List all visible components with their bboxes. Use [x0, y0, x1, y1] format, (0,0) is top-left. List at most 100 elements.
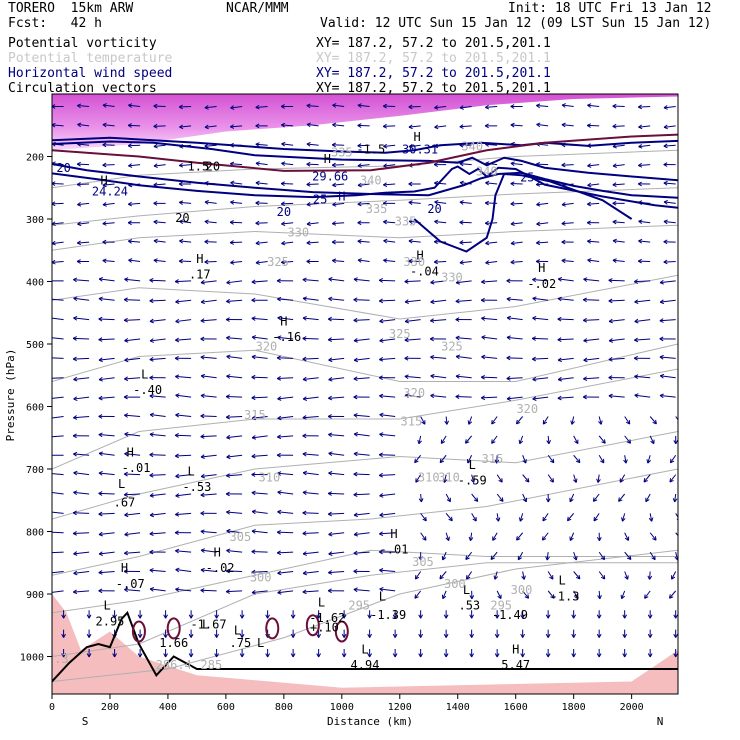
circulation-vector-head	[124, 451, 129, 457]
circulation-vector-head	[72, 336, 77, 341]
circulation-vector-head	[229, 240, 234, 245]
circulation-vector	[583, 357, 600, 361]
circulation-vector	[200, 394, 217, 398]
circulation-vector	[150, 588, 166, 592]
circulation-vector-head	[277, 590, 282, 595]
circulation-vector-head	[659, 299, 665, 305]
circulation-vector-head	[200, 473, 205, 479]
circulation-vector-head	[549, 575, 554, 580]
circulation-vector	[52, 162, 64, 166]
circulation-vector-head	[98, 570, 103, 575]
circulation-vector-head	[72, 356, 77, 362]
circulation-vector	[404, 338, 421, 341]
circulation-vector-head	[379, 531, 384, 537]
circulation-vector-head	[281, 221, 286, 227]
circulation-vector-head	[48, 590, 52, 594]
circulation-vector	[179, 106, 192, 108]
circulation-vector-head	[302, 433, 307, 439]
x-end-right: N	[657, 715, 664, 728]
circulation-vector-head	[128, 182, 133, 188]
circulation-vector-head	[510, 181, 515, 187]
circulation-vector-head	[618, 497, 623, 502]
circulation-vector-head	[383, 219, 388, 225]
circulation-vector-head	[328, 376, 333, 382]
circulation-vector-head	[200, 529, 205, 535]
circulation-vector	[175, 588, 192, 592]
circulation-vector-head	[86, 633, 92, 638]
plot-label: 305	[412, 555, 434, 569]
circulation-vector-head	[226, 374, 231, 379]
circulation-vector-head	[408, 181, 413, 187]
circulation-vector-head	[444, 420, 449, 425]
circulation-vector-head	[226, 528, 231, 534]
circulation-vector	[547, 454, 555, 464]
circulation-vector	[598, 571, 606, 580]
circulation-vector	[383, 125, 396, 127]
circulation-vector	[459, 125, 472, 128]
circulation-vector	[303, 472, 319, 476]
circulation-vector-head	[459, 260, 464, 265]
circulation-vector-head	[204, 124, 209, 130]
y-tick-label: 400	[26, 278, 44, 289]
circulation-vector	[52, 590, 64, 593]
circulation-vector-head	[276, 529, 281, 535]
circulation-vector-head	[357, 239, 362, 244]
circulation-vector	[98, 298, 115, 301]
circulation-vector-head	[404, 393, 410, 398]
circulation-vector-head	[663, 105, 668, 110]
circulation-vector-head	[586, 123, 592, 128]
circulation-vector	[598, 590, 601, 599]
circulation-vector-head	[646, 459, 651, 464]
y-tick-label: 900	[26, 590, 44, 601]
circulation-vector	[302, 416, 319, 419]
circulation-vector-head	[200, 548, 206, 553]
circulation-vector-head	[123, 297, 128, 303]
circulation-vector	[98, 492, 115, 495]
circulation-vector-head	[587, 239, 592, 244]
circulation-vector	[408, 201, 421, 204]
y-tick-label: 800	[26, 528, 44, 539]
circulation-vector	[77, 222, 90, 225]
circulation-vector	[408, 106, 421, 108]
plot-label: 20	[206, 159, 220, 173]
circulation-vector-head	[332, 202, 337, 207]
circulation-vector	[494, 571, 498, 580]
circulation-vector-head	[673, 653, 678, 658]
plot-label: .17	[189, 267, 211, 281]
circulation-vector-head	[524, 594, 530, 599]
circulation-vector	[414, 590, 422, 599]
circulation-vector	[379, 454, 396, 456]
plot-label: 20	[56, 161, 70, 175]
circulation-vector-head	[637, 181, 642, 187]
circulation-vector-head	[188, 633, 194, 638]
circulation-vector-head	[200, 454, 205, 459]
circulation-vector-head	[634, 393, 639, 398]
circulation-vector	[251, 551, 268, 553]
circulation-vector	[496, 590, 502, 599]
plot-label: L	[141, 367, 148, 381]
circulation-vector	[507, 317, 523, 321]
plot-label: 2.95	[96, 614, 125, 628]
circulation-vector	[102, 260, 115, 262]
circulation-vector	[52, 571, 64, 574]
circulation-vector	[357, 144, 370, 147]
circulation-vector-head	[408, 258, 413, 264]
circulation-vector	[671, 571, 677, 580]
circulation-vector	[445, 493, 451, 502]
circulation-vector	[357, 259, 370, 262]
circulation-vector	[485, 241, 498, 244]
circulation-vector	[99, 551, 115, 555]
circulation-vector	[200, 280, 217, 284]
circulation-vector-head	[520, 633, 526, 638]
circulation-vector	[226, 454, 243, 458]
circulation-vector-head	[561, 202, 566, 207]
circulation-vector	[420, 532, 427, 541]
circulation-vector	[598, 454, 605, 464]
circulation-vector-head	[404, 299, 409, 304]
circulation-vector	[226, 416, 243, 418]
circulation-vector-head	[673, 440, 678, 445]
circulation-vector	[532, 337, 549, 340]
circulation-vector	[561, 222, 574, 225]
circulation-vector	[379, 532, 396, 535]
circulation-vector-head	[163, 633, 168, 638]
